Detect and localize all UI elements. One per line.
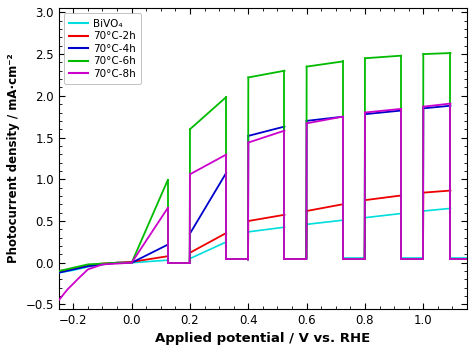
Y-axis label: Photocurrent density / mA·cm⁻²: Photocurrent density / mA·cm⁻²	[7, 54, 20, 263]
Legend: BiVO₄, 70°C-2h, 70°C-4h, 70°C-6h, 70°C-8h: BiVO₄, 70°C-2h, 70°C-4h, 70°C-6h, 70°C-8…	[64, 13, 141, 84]
X-axis label: Applied potential / V vs. RHE: Applied potential / V vs. RHE	[155, 332, 371, 345]
